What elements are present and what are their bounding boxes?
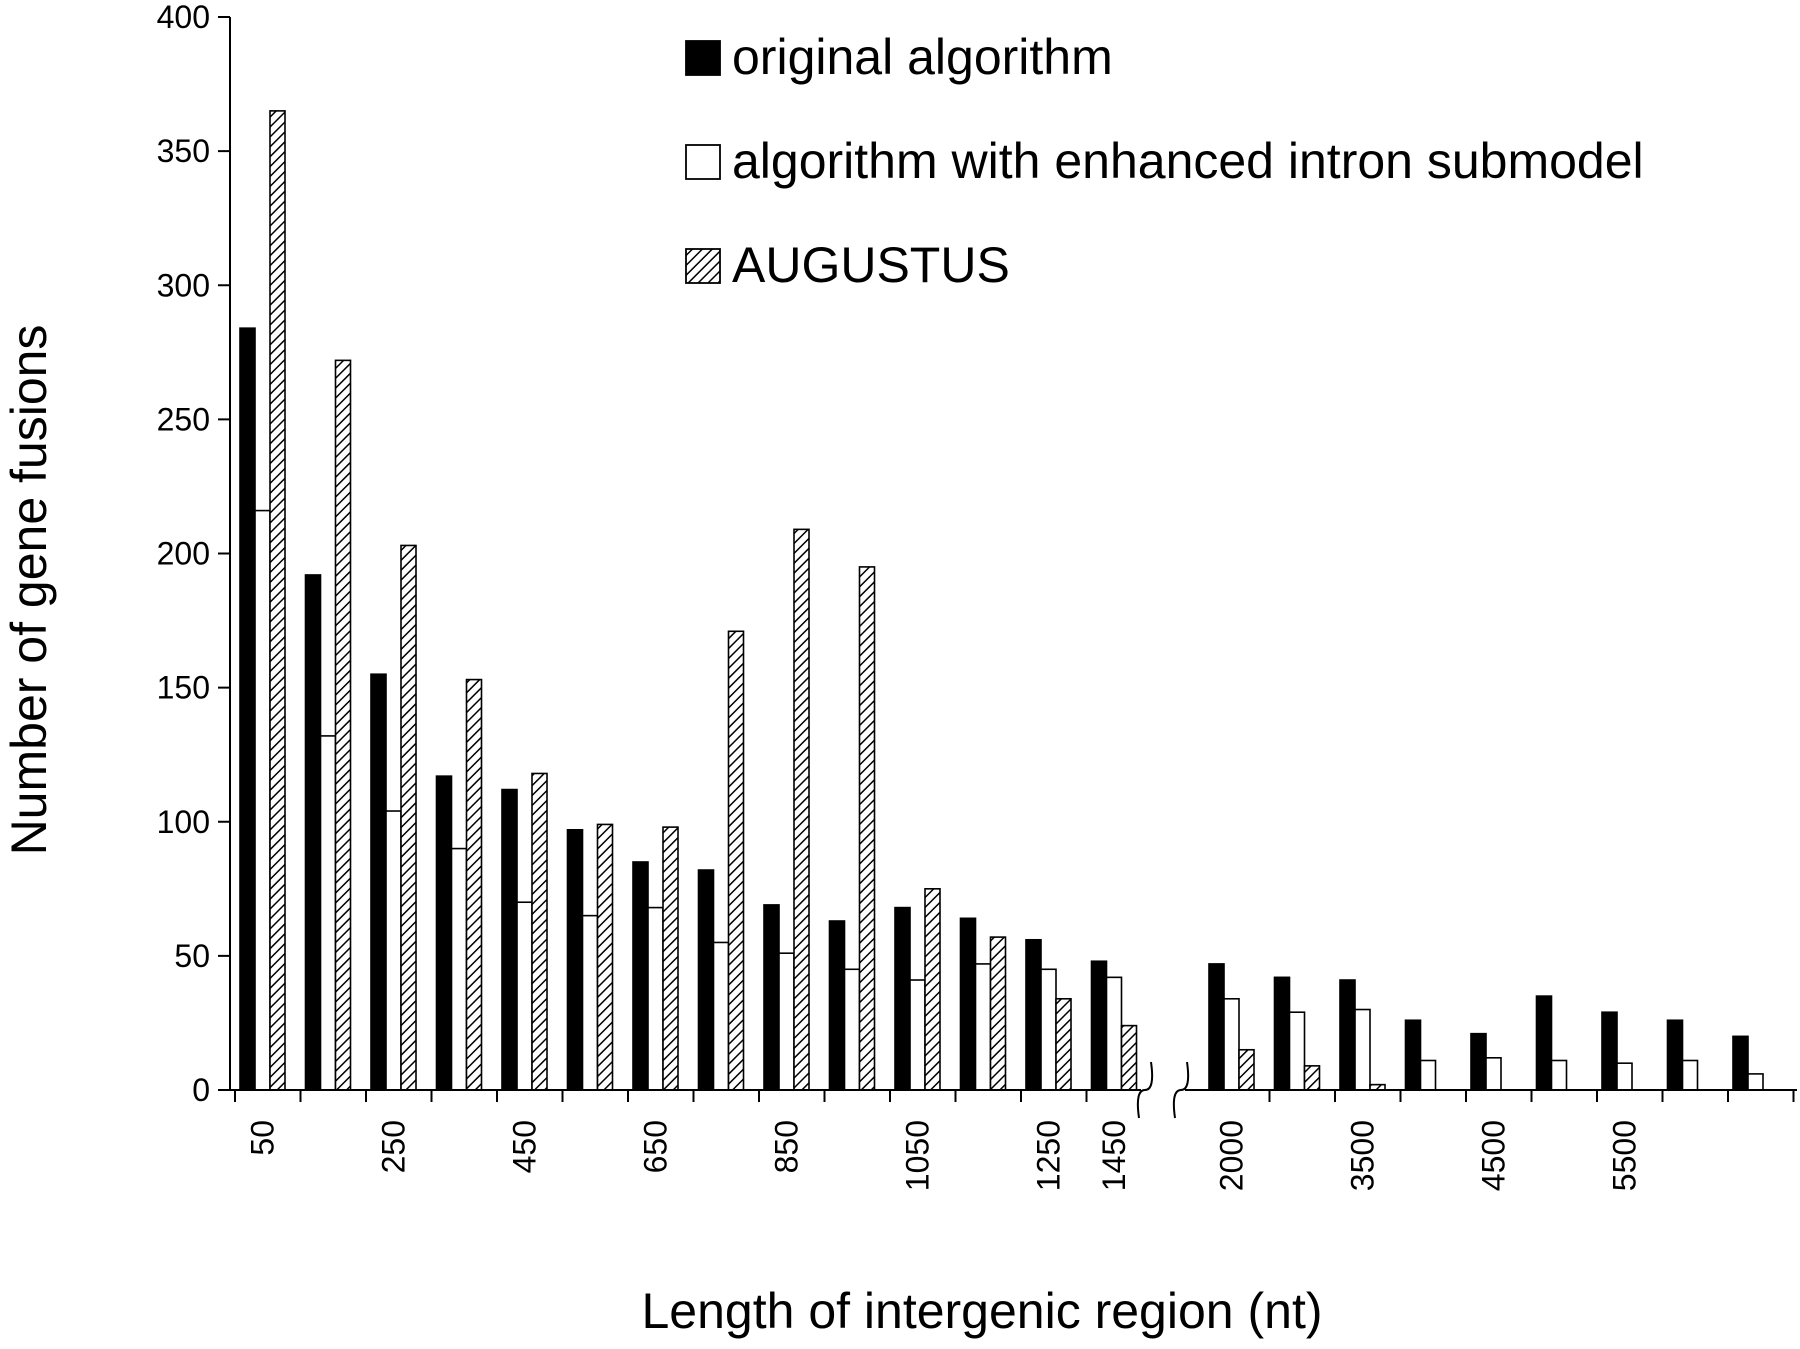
bar-original-algorithm-3 xyxy=(435,775,453,1091)
bar-original-algorithm-0 xyxy=(239,327,256,1091)
bar-original-algorithm-20 xyxy=(1601,1011,1618,1091)
bar-original-algorithm-21 xyxy=(1666,1019,1684,1091)
bar-original-algorithm-17 xyxy=(1404,1019,1422,1091)
legend: original algorithm algorithm with enhance… xyxy=(685,29,1644,293)
bar-algorithm-with-enhanced-intron-submodel-19 xyxy=(1550,1059,1568,1091)
bar-original-algorithm-7 xyxy=(697,869,715,1091)
x-tick-label-250: 250 xyxy=(376,1120,412,1173)
bar-original-algorithm-1 xyxy=(304,574,322,1091)
bar-augustus-4 xyxy=(531,772,548,1091)
bar-original-algorithm-12 xyxy=(1025,938,1042,1091)
bar-algorithm-with-enhanced-intron-submodel-2 xyxy=(385,810,402,1091)
y-tick-label-400: 400 xyxy=(157,0,210,35)
bar-original-algorithm-18 xyxy=(1470,1032,1487,1091)
bar-augustus-2 xyxy=(400,544,417,1091)
legend-swatch-original-algorithm xyxy=(685,40,721,76)
x-tick-label-50: 50 xyxy=(245,1120,281,1156)
bar-algorithm-with-enhanced-intron-submodel-17 xyxy=(1419,1059,1437,1091)
y-tick-label-50: 50 xyxy=(174,938,210,974)
bar-algorithm-with-enhanced-intron-submodel-12 xyxy=(1040,968,1057,1091)
bar-original-algorithm-4 xyxy=(501,788,518,1091)
bar-original-algorithm-11 xyxy=(959,917,977,1091)
axis-break-mark-1 xyxy=(1172,1061,1190,1119)
y-tick-label-250: 250 xyxy=(157,401,210,437)
bar-algorithm-with-enhanced-intron-submodel-9 xyxy=(843,968,861,1091)
y-tick-label-0: 0 xyxy=(192,1072,210,1108)
x-tick-label-850: 850 xyxy=(769,1120,805,1173)
bar-original-algorithm-14 xyxy=(1208,963,1225,1091)
bar-algorithm-with-enhanced-intron-submodel-15 xyxy=(1288,1011,1306,1091)
x-tick-label-4500: 4500 xyxy=(1476,1120,1512,1191)
bar-original-algorithm-8 xyxy=(763,904,780,1091)
x-tick-label-3500: 3500 xyxy=(1345,1120,1381,1191)
x-axis-title: Length of intergenic region (nt) xyxy=(642,1283,1323,1339)
bar-algorithm-with-enhanced-intron-submodel-10 xyxy=(909,979,926,1091)
bar-original-algorithm-9 xyxy=(828,920,846,1091)
bar-algorithm-with-enhanced-intron-submodel-5 xyxy=(581,914,599,1091)
bar-augustus-6 xyxy=(662,826,679,1091)
bar-original-algorithm-10 xyxy=(894,906,911,1091)
legend-swatch-augustus xyxy=(685,248,721,284)
bar-original-algorithm-16 xyxy=(1339,979,1356,1091)
bar-algorithm-with-enhanced-intron-submodel-16 xyxy=(1354,1008,1371,1091)
bar-algorithm-with-enhanced-intron-submodel-20 xyxy=(1616,1062,1633,1091)
bar-augustus-8 xyxy=(793,528,810,1091)
bar-original-algorithm-22 xyxy=(1732,1035,1749,1091)
bar-algorithm-with-enhanced-intron-submodel-7 xyxy=(712,941,730,1091)
bar-algorithm-with-enhanced-intron-submodel-18 xyxy=(1485,1057,1502,1091)
bar-algorithm-with-enhanced-intron-submodel-14 xyxy=(1223,997,1240,1091)
bar-algorithm-with-enhanced-intron-submodel-4 xyxy=(516,901,533,1091)
x-tick-label-2000: 2000 xyxy=(1214,1120,1250,1191)
bar-original-algorithm-15 xyxy=(1273,976,1291,1091)
bar-original-algorithm-19 xyxy=(1535,995,1553,1091)
bar-augustus-11 xyxy=(989,936,1007,1091)
bar-augustus-9 xyxy=(858,566,876,1091)
bar-augustus-10 xyxy=(924,888,941,1091)
bar-algorithm-with-enhanced-intron-submodel-21 xyxy=(1681,1059,1699,1091)
bar-original-algorithm-2 xyxy=(370,673,387,1091)
x-tick-label-1050: 1050 xyxy=(900,1120,936,1191)
bar-augustus-12 xyxy=(1055,997,1072,1091)
x-tick-label-5500: 5500 xyxy=(1607,1120,1643,1191)
plot-area: 0 50 100 150 200 250 300 350 400 50 250 450 650 850 10… xyxy=(157,0,1797,1191)
y-tick-label-350: 350 xyxy=(157,133,210,169)
axis-break-mark-0 xyxy=(1136,1061,1154,1119)
x-tick-label-1450: 1450 xyxy=(1096,1120,1132,1191)
bar-augustus-5 xyxy=(596,823,614,1091)
bar-original-algorithm-5 xyxy=(566,828,584,1091)
bar-augustus-15 xyxy=(1303,1065,1321,1091)
bar-algorithm-with-enhanced-intron-submodel-0 xyxy=(254,509,271,1091)
y-axis-title: Number of gene fusions xyxy=(1,325,57,856)
bar-augustus-3 xyxy=(465,678,483,1091)
bar-augustus-14 xyxy=(1238,1048,1255,1091)
x-tick-label-1250: 1250 xyxy=(1031,1120,1067,1191)
legend-swatch-algorithm-with-enhanced-intron-submodel xyxy=(685,144,721,180)
bar-original-algorithm-6 xyxy=(632,861,649,1091)
legend-label-original-algorithm: original algorithm xyxy=(732,29,1113,85)
bar-algorithm-with-enhanced-intron-submodel-1 xyxy=(319,735,337,1091)
bar-algorithm-with-enhanced-intron-submodel-8 xyxy=(778,952,795,1091)
bar-algorithm-with-enhanced-intron-submodel-6 xyxy=(647,906,664,1091)
y-tick-label-100: 100 xyxy=(157,804,210,840)
legend-label-augustus: AUGUSTUS xyxy=(732,237,1010,293)
bar-augustus-1 xyxy=(334,359,352,1091)
bar-augustus-7 xyxy=(727,630,745,1091)
bar-original-algorithm-13 xyxy=(1090,960,1108,1091)
bar-augustus-0 xyxy=(269,110,286,1091)
bar-algorithm-with-enhanced-intron-submodel-22 xyxy=(1747,1073,1764,1091)
y-tick-label-300: 300 xyxy=(157,267,210,303)
bar-algorithm-with-enhanced-intron-submodel-3 xyxy=(450,847,468,1091)
bar-algorithm-with-enhanced-intron-submodel-11 xyxy=(974,963,992,1091)
bar-algorithm-with-enhanced-intron-submodel-13 xyxy=(1105,976,1123,1091)
y-tick-label-200: 200 xyxy=(157,536,210,572)
legend-label-algorithm-with-enhanced-intron-submodel: algorithm with enhanced intron submodel xyxy=(732,133,1644,189)
x-tick-label-450: 450 xyxy=(507,1120,543,1173)
y-tick-label-150: 150 xyxy=(157,670,210,706)
bar-augustus-13 xyxy=(1120,1024,1138,1091)
x-tick-label-650: 650 xyxy=(638,1120,674,1173)
